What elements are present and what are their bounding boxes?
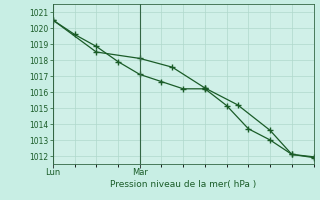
- X-axis label: Pression niveau de la mer( hPa ): Pression niveau de la mer( hPa ): [110, 180, 256, 189]
